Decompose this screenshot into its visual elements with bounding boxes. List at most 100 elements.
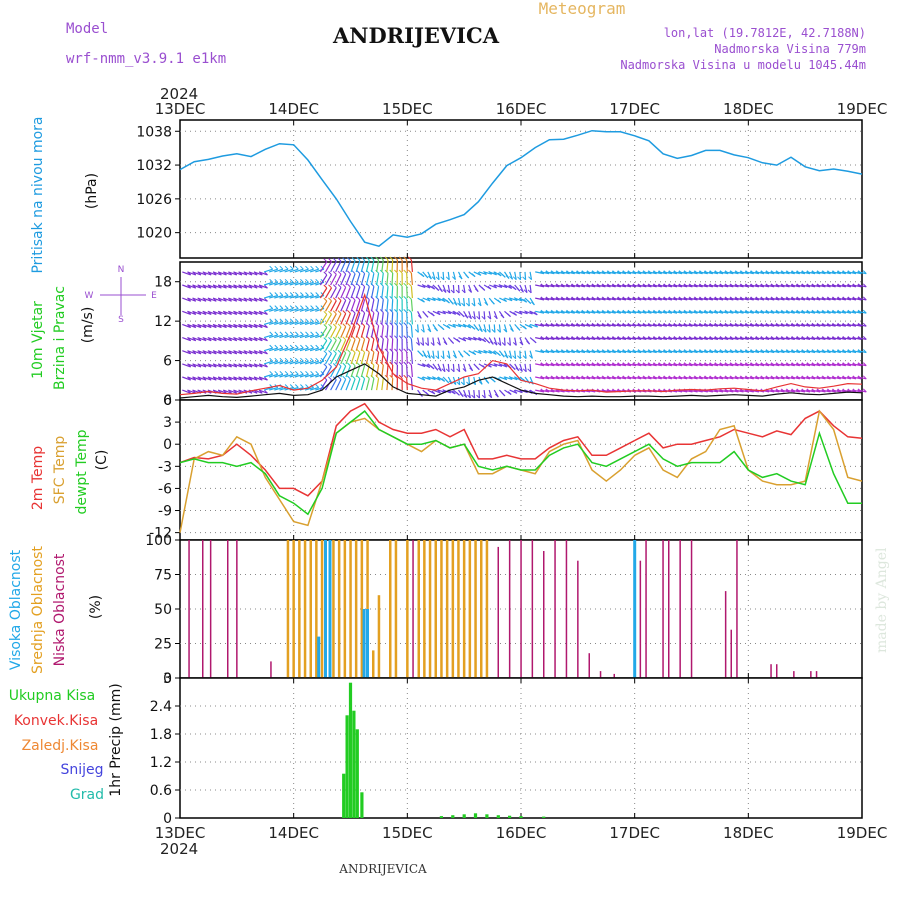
wind-barb	[637, 323, 647, 327]
wind-barb	[708, 310, 719, 314]
wind-barb-flag	[342, 270, 347, 275]
wind-barb	[422, 324, 425, 333]
wind-barb-flag	[408, 348, 412, 353]
wind-barb	[545, 389, 555, 393]
wind-barb	[739, 350, 749, 354]
wind-barb	[816, 323, 826, 327]
wind-barb-flag	[421, 376, 426, 381]
wind-barb	[207, 337, 217, 342]
wind-barb-flag	[305, 292, 309, 296]
tick-label-y: 100	[145, 533, 172, 549]
wind-barb	[642, 376, 652, 380]
wind-barb	[488, 271, 497, 276]
wind-barb-flag	[437, 389, 441, 394]
wind-barb	[345, 339, 351, 351]
wind-barb	[299, 347, 309, 352]
wind-barb	[274, 281, 284, 286]
wind-barb	[540, 389, 550, 393]
wind-barb	[801, 389, 811, 393]
wind-barb	[355, 365, 361, 378]
wind-barb	[406, 272, 408, 286]
wind-barb-flag	[294, 278, 299, 283]
wind-barb	[319, 261, 328, 273]
wind-barb	[233, 363, 243, 368]
wind-barb	[243, 363, 253, 368]
wind-barb	[724, 389, 734, 393]
wind-barb-flag	[477, 271, 482, 276]
wind-barb	[192, 297, 202, 302]
wind-barb	[765, 297, 775, 301]
wind-barb	[826, 363, 836, 367]
wind-barb	[811, 350, 821, 354]
compass-s: S	[118, 315, 124, 325]
wind-barb	[350, 312, 356, 325]
wind-barb	[550, 337, 560, 340]
wind-barb	[611, 363, 621, 367]
tick-label-y: 1032	[136, 158, 172, 174]
wind-barb	[503, 337, 506, 346]
wind-barb-flag	[478, 381, 483, 385]
wind-barb	[457, 297, 462, 307]
wind-barb	[550, 350, 560, 354]
wind-barb	[381, 273, 384, 286]
wind-barb	[192, 337, 202, 342]
wind-barb	[503, 324, 508, 333]
wind-barb-flag	[284, 305, 289, 309]
wind-barb-flag	[332, 310, 337, 315]
wind-barb	[422, 297, 431, 302]
wind-barb	[657, 323, 667, 327]
wind-barb	[274, 386, 284, 391]
wind-barb-flag	[512, 355, 516, 360]
wind-barb	[248, 297, 258, 302]
wind-barb-flag	[522, 355, 527, 359]
wind-barb	[795, 350, 806, 354]
wind-barb	[222, 350, 232, 355]
wind-barb-flag	[408, 335, 412, 340]
wind-barb	[627, 310, 637, 314]
wind-barb-flag	[518, 310, 523, 315]
wind-barb-flag	[332, 349, 337, 354]
wind-barb-flag	[452, 323, 457, 328]
wind-barb	[801, 323, 811, 327]
wind-barb	[673, 271, 683, 275]
wind-barb	[760, 323, 770, 327]
wind-barb-flag	[456, 338, 461, 343]
wind-barb-flag	[342, 310, 347, 314]
wind-barb-flag	[459, 393, 464, 397]
wind-barb	[826, 310, 836, 314]
wind-barb	[304, 334, 314, 339]
cloud-bar	[315, 540, 318, 678]
wind-barb	[540, 363, 550, 367]
wind-barb	[447, 271, 450, 280]
wind-barb	[217, 284, 227, 289]
wind-barb	[233, 297, 243, 302]
wind-barb	[652, 284, 662, 288]
wind-barb	[749, 310, 760, 314]
tick-label-y: 3	[163, 671, 172, 687]
wind-barb-flag	[269, 305, 274, 309]
wind-barb-flag	[375, 256, 379, 261]
wind-barb	[821, 389, 831, 393]
wind-barb	[535, 350, 545, 354]
wind-barb	[360, 325, 366, 338]
cloud-bar	[202, 540, 204, 678]
wind-barb-flag	[328, 271, 332, 275]
wind-barb-flag	[389, 374, 394, 379]
wind-barb	[410, 325, 413, 338]
precip-legend-item: Konvek.Kisa	[14, 713, 98, 729]
wind-barb	[795, 337, 806, 340]
wind-barb	[581, 310, 591, 314]
wind-barb	[801, 350, 811, 354]
wind-barb-flag	[431, 276, 436, 280]
wind-barb	[657, 376, 667, 380]
wind-barb	[535, 284, 545, 288]
wind-barb	[381, 259, 384, 272]
wind-barb-flag	[446, 289, 451, 294]
tick-label-y: -9	[158, 504, 172, 520]
precip-bar	[360, 792, 364, 818]
wind-barb	[473, 350, 482, 355]
wind-barb	[622, 310, 632, 314]
wind-barb	[852, 363, 862, 367]
wind-barb	[550, 284, 560, 288]
wind-barb-flag	[342, 375, 347, 380]
